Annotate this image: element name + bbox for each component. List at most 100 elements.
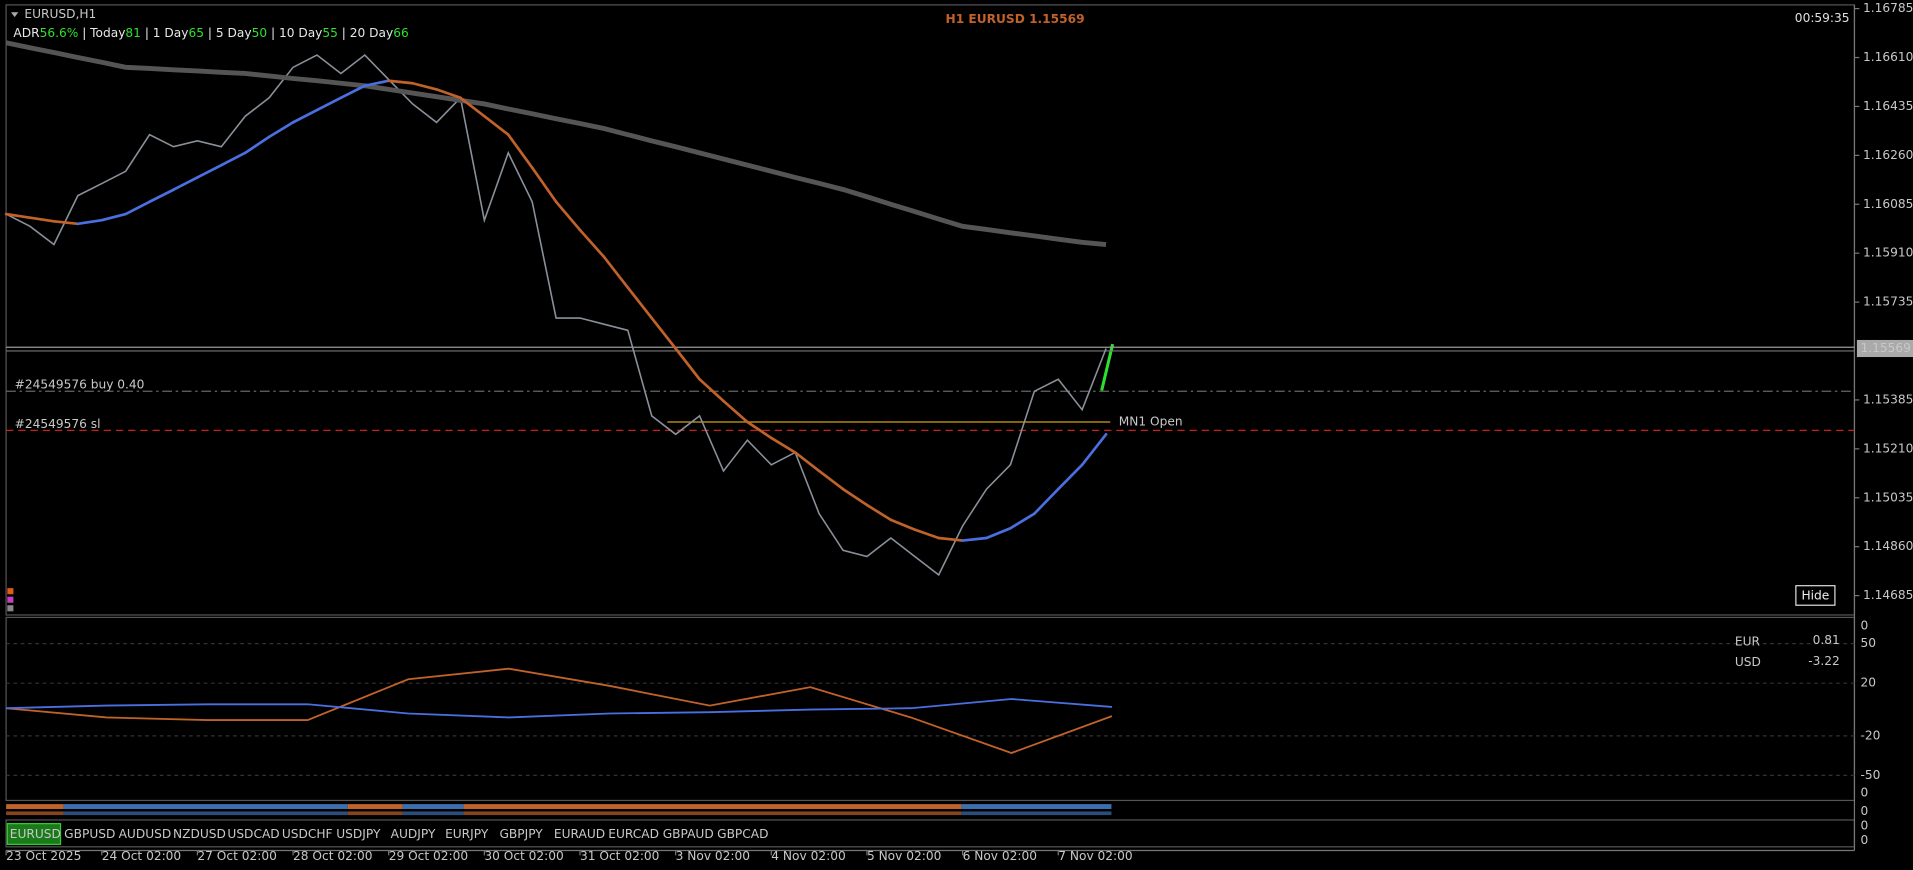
marker: [7, 605, 14, 612]
moving-average: [76, 218, 104, 226]
currency-value: 0.81: [1813, 633, 1840, 647]
indicator-tick-label: -20: [1861, 728, 1881, 742]
currency-name: EUR: [1735, 634, 1761, 648]
moving-average: [913, 528, 941, 540]
adr-label: | 1 Day: [141, 25, 189, 39]
indicator-tick-label: 20: [1861, 676, 1877, 690]
symbol-label: EURUSD,H1: [24, 7, 96, 21]
symbol-button[interactable]: USDJPY: [336, 827, 381, 841]
strength-strip: [463, 811, 962, 816]
moving-average: [698, 377, 725, 403]
strip-tick-label: 0: [1861, 804, 1869, 818]
symbol-button[interactable]: AUDUSD: [119, 827, 172, 841]
indicator-line: [6, 698, 1113, 719]
moving-average: [459, 96, 486, 118]
adr-label: | 20 Day: [338, 25, 393, 39]
marker: [7, 588, 14, 595]
moving-average: [435, 88, 462, 100]
level-label: #24549576 buy 0.40: [15, 378, 145, 392]
moving-average: [100, 212, 128, 222]
symbol-button-label[interactable]: EURUSD: [10, 827, 61, 841]
time-tick-label: 5 Nov 02:00: [867, 849, 941, 863]
moving-average: [1056, 463, 1084, 491]
collapse-icon: [10, 12, 19, 18]
symbol-button[interactable]: NZDUSD: [173, 827, 226, 841]
adr-value: 56.6%: [40, 25, 79, 39]
trend-arrow: [1100, 343, 1115, 391]
symbol-button-label[interactable]: GBPCAD: [717, 827, 768, 841]
symbol-button[interactable]: USDCHF: [282, 827, 333, 841]
symbol-button[interactable]: EURUSD: [6, 823, 62, 845]
symbol-button[interactable]: GBPUSD: [64, 827, 115, 841]
moving-average: [530, 166, 558, 204]
moving-average: [363, 79, 391, 88]
moving-average: [124, 200, 151, 216]
symbol-button-label[interactable]: AUDUSD: [119, 827, 172, 841]
adr-value: 55: [322, 25, 338, 39]
adr-label: | Today: [78, 25, 125, 39]
moving-average: [267, 121, 295, 139]
symbol-button[interactable]: GBPCAD: [717, 827, 768, 841]
symbol-button-label[interactable]: USDJPY: [336, 827, 381, 841]
indicator-line: [6, 667, 1113, 754]
strength-strip: [6, 804, 64, 809]
time-tick-label: 6 Nov 02:00: [963, 849, 1037, 863]
price-tick-label: 1.15735: [1863, 295, 1913, 309]
symbol-button-label[interactable]: EURJPY: [445, 827, 489, 841]
moving-average: [315, 96, 343, 112]
strength-strip: [961, 804, 1112, 809]
hide-button[interactable]: Hide: [1795, 585, 1836, 606]
bar-timer: 00:59:35: [1795, 11, 1850, 25]
symbol-button-label[interactable]: USDCHF: [282, 827, 333, 841]
strength-strip: [463, 804, 962, 809]
long-moving-average: [5, 40, 1107, 247]
moving-average: [506, 133, 534, 170]
price-tick-label: 1.14685: [1863, 588, 1913, 602]
moving-average: [626, 286, 654, 320]
time-tick-label: 3 Nov 02:00: [676, 849, 750, 863]
time-tick-label: 23 Oct 2025: [6, 849, 81, 863]
strength-strip: [402, 804, 464, 809]
symbol-button[interactable]: AUDJPY: [391, 827, 436, 841]
symbol-button-label[interactable]: EURAUD: [554, 827, 605, 841]
symbol-button-label[interactable]: GBPJPY: [499, 827, 543, 841]
moving-average: [985, 526, 1012, 540]
moving-average: [172, 176, 199, 192]
symbol-button[interactable]: GBPAUD: [663, 827, 714, 841]
moving-average: [865, 503, 893, 522]
strength-strip: [402, 811, 464, 816]
price-tick-label: 1.16260: [1863, 148, 1913, 162]
symbol-button[interactable]: USDCAD: [227, 827, 279, 841]
moving-average: [291, 108, 319, 124]
symbol-button[interactable]: GBPJPY: [499, 827, 543, 841]
strength-strip: [961, 811, 1112, 816]
moving-average: [243, 135, 271, 155]
symbol-button-label[interactable]: NZDUSD: [173, 827, 226, 841]
time-tick-label: 28 Oct 02:00: [293, 849, 372, 863]
symbol-button-label[interactable]: EURCAD: [608, 827, 659, 841]
time-tick-label: 30 Oct 02:00: [484, 849, 563, 863]
strength-strip: [63, 804, 348, 809]
currency-value: -3.22: [1808, 654, 1840, 668]
strength-strip: [347, 811, 403, 816]
hide-button-frame: [1795, 585, 1836, 606]
hide-button-label[interactable]: Hide: [1802, 589, 1830, 603]
symbol-button-label[interactable]: GBPAUD: [663, 827, 714, 841]
symbol-button-label[interactable]: AUDJPY: [391, 827, 436, 841]
adr-value: 66: [393, 25, 409, 39]
symbol-button-label[interactable]: USDCAD: [227, 827, 279, 841]
symbol-button[interactable]: EURAUD: [554, 827, 605, 841]
strip-tick-label: 0: [1861, 618, 1869, 632]
moving-average: [937, 536, 964, 542]
symbol-button[interactable]: EURCAD: [608, 827, 659, 841]
symbol-button[interactable]: EURJPY: [445, 827, 489, 841]
indicator-tick-label: 50: [1861, 636, 1877, 650]
moving-average: [650, 316, 677, 350]
moving-average: [483, 114, 510, 137]
marker: [7, 596, 14, 603]
symbol-button-label[interactable]: GBPUSD: [64, 827, 115, 841]
adr-label: | 10 Day: [267, 25, 322, 39]
